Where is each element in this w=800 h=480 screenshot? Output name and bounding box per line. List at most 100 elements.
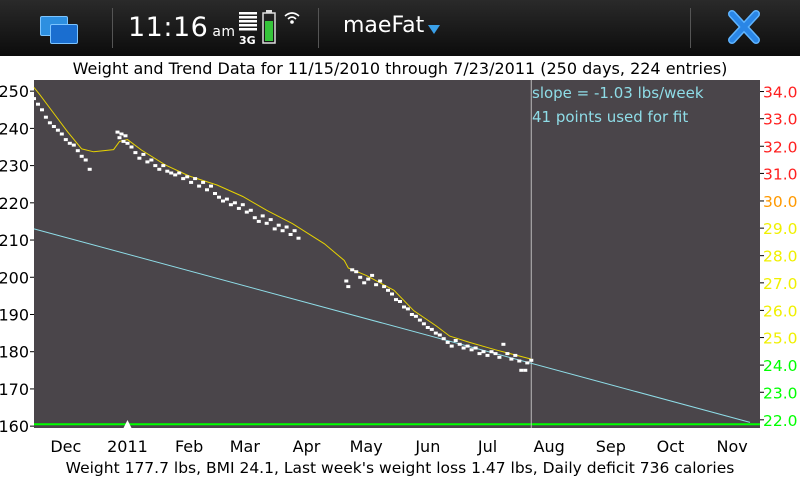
- weight-point: [513, 353, 518, 357]
- weight-point: [83, 158, 88, 162]
- year-marker-icon: [123, 420, 132, 428]
- weight-point: [429, 327, 434, 331]
- weight-point: [209, 184, 213, 188]
- status-divider: [112, 8, 113, 48]
- task-switcher-icon[interactable]: [38, 14, 78, 44]
- weight-point: [115, 130, 120, 134]
- weight-point: [197, 184, 202, 188]
- weight-point: [260, 214, 265, 218]
- signal-strength-icon[interactable]: 3G: [237, 10, 261, 47]
- weight-point: [493, 352, 498, 356]
- weight-point: [370, 273, 375, 277]
- weight-point: [409, 313, 414, 316]
- bmi-tick-label: 24.0: [763, 357, 798, 375]
- x-tick-label: 2011: [107, 437, 148, 456]
- weight-point: [55, 128, 60, 132]
- weight-point: [449, 344, 454, 348]
- close-button[interactable]: [722, 8, 766, 48]
- weight-point: [292, 229, 297, 233]
- weight-point: [121, 139, 126, 143]
- weight-point: [248, 208, 253, 212]
- y-tick-label: 190: [0, 305, 29, 324]
- weight-point: [201, 180, 206, 184]
- weight-point: [413, 314, 418, 318]
- weight-point: [221, 199, 225, 203]
- fit-line: [33, 228, 751, 423]
- weight-point: [374, 283, 379, 287]
- weight-point: [509, 357, 514, 361]
- y-tick-label: 200: [0, 268, 29, 287]
- app-title-menu[interactable]: maeFat: [343, 13, 424, 38]
- weight-point: [244, 210, 249, 214]
- weight-point: [276, 223, 281, 227]
- close-icon[interactable]: [722, 8, 766, 48]
- weight-point: [149, 158, 154, 162]
- weight-point: [75, 149, 80, 153]
- weight-point: [481, 350, 486, 354]
- battery-icon[interactable]: [262, 10, 276, 44]
- weight-point: [157, 167, 162, 171]
- weight-point: [240, 203, 245, 207]
- bmi-tick-label: 31.0: [763, 165, 798, 183]
- weight-point: [473, 346, 478, 350]
- weight-point: [205, 188, 209, 192]
- dropdown-arrow-icon[interactable]: [428, 25, 440, 34]
- x-tick-label: Apr: [293, 437, 321, 456]
- y-tick-label: 160: [0, 417, 29, 436]
- bmi-tick-label: 32.0: [763, 138, 798, 156]
- weight-point: [129, 145, 134, 149]
- weight-point: [280, 229, 285, 233]
- x-tick-label: Nov: [717, 437, 748, 456]
- weight-point: [501, 342, 506, 346]
- weight-point: [386, 288, 390, 292]
- weight-chart: Weight and Trend Data for 11/15/2010 thr…: [0, 56, 800, 480]
- x-tick-label: Jul: [477, 437, 497, 456]
- weight-point: [344, 279, 349, 283]
- weight-point: [272, 227, 277, 231]
- weight-point: [421, 322, 426, 326]
- weight-point: [366, 277, 371, 281]
- trend-line: [33, 87, 532, 360]
- weight-point: [350, 268, 355, 272]
- weight-point: [398, 300, 402, 303]
- weight-point: [51, 125, 56, 128]
- status-bar: 11:16 am 3G maeFat: [0, 0, 800, 56]
- weight-point: [169, 171, 174, 175]
- weight-point: [288, 233, 293, 236]
- weight-point: [354, 270, 359, 274]
- weight-point: [390, 292, 394, 296]
- weight-point: [358, 275, 363, 279]
- weight-point: [173, 173, 178, 177]
- weight-point: [505, 352, 510, 356]
- x-tick-label: Dec: [50, 437, 81, 456]
- x-tick-label: Aug: [534, 437, 565, 456]
- weight-point: [425, 326, 430, 329]
- weight-point: [417, 318, 422, 322]
- weight-point: [394, 298, 398, 302]
- y-tick-label: 240: [0, 119, 29, 138]
- x-tick-label: Jun: [414, 437, 440, 456]
- network-type-label: 3G: [239, 34, 256, 46]
- weight-point: [117, 136, 122, 140]
- weight-point: [71, 143, 76, 147]
- weight-point: [137, 156, 142, 160]
- weight-point: [529, 358, 534, 362]
- weight-point: [284, 225, 289, 229]
- weight-point: [145, 160, 150, 164]
- weight-point: [477, 352, 482, 356]
- clock[interactable]: 11:16 am: [128, 12, 236, 43]
- y-tick-label: 170: [0, 380, 29, 399]
- weight-point: [189, 180, 194, 184]
- weight-point: [181, 177, 186, 181]
- weight-point: [67, 141, 72, 145]
- slope-annotation: slope = -1.03 lbs/week: [532, 84, 704, 102]
- plot-area: [34, 80, 760, 428]
- weight-point: [32, 97, 36, 101]
- wifi-icon[interactable]: [283, 10, 301, 26]
- x-tick-label: Sep: [596, 437, 626, 456]
- weight-point: [185, 175, 190, 179]
- weight-point: [489, 350, 494, 354]
- bmi-tick-label: 23.0: [763, 384, 798, 402]
- weight-point: [165, 169, 170, 173]
- weight-point: [517, 359, 522, 363]
